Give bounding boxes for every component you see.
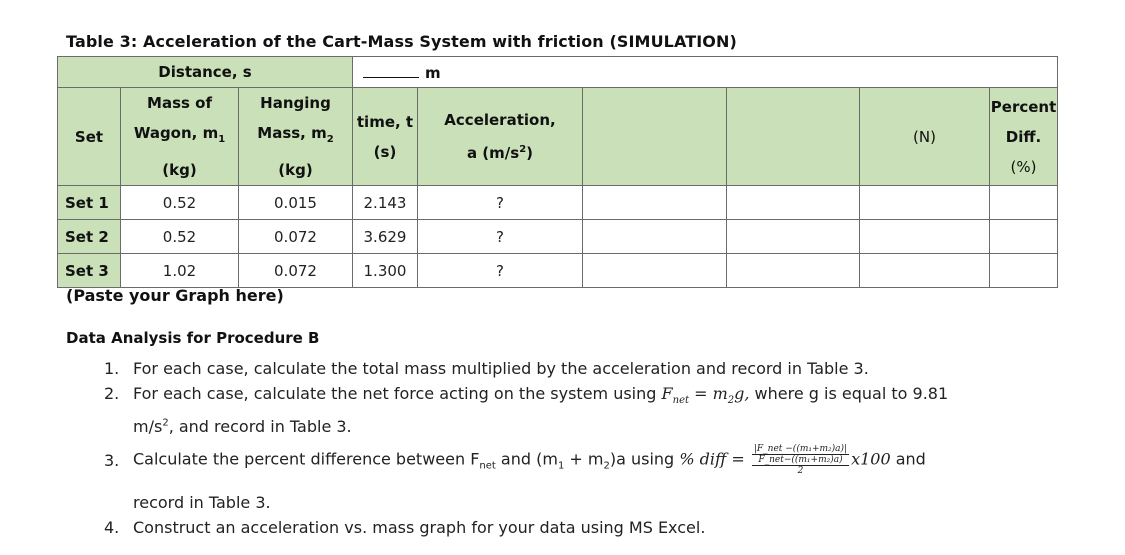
- cell-blank[interactable]: [859, 219, 990, 254]
- distance-unit: m: [425, 63, 441, 82]
- header-time: time, t (s): [352, 87, 418, 186]
- item-number: 1.: [104, 359, 120, 378]
- cell-time: 3.629: [352, 219, 418, 254]
- header-set: Set: [57, 87, 121, 186]
- percent-diff-formula: % diff =: [679, 449, 745, 469]
- header-row: Set Mass of Wagon, m1 (kg) Hanging Mass,…: [57, 87, 1059, 186]
- cell-blank[interactable]: [988, 185, 1059, 220]
- header-acceleration: Acceleration, a (m/s2): [417, 87, 583, 186]
- cell-m2: 0.072: [238, 253, 353, 288]
- header-blank-2: [726, 87, 860, 186]
- item-text: Calculate the percent difference between…: [133, 444, 926, 476]
- cell-m1: 0.52: [120, 219, 239, 254]
- distance-label: Distance, s: [57, 56, 353, 88]
- cell-blank[interactable]: [582, 219, 727, 254]
- cell-acceleration[interactable]: ?: [417, 253, 583, 288]
- header-wagon-mass: Mass of Wagon, m1 (kg): [120, 87, 239, 186]
- cell-blank[interactable]: [988, 253, 1059, 288]
- net-force-formula: Fnet = m2g,: [661, 384, 750, 407]
- cell-time: 1.300: [352, 253, 418, 288]
- paste-graph-note: (Paste your Graph here): [66, 286, 284, 305]
- table-row: Set 1 0.52 0.015 2.143 ?: [57, 185, 1059, 220]
- table-row: Set 3 1.02 0.072 1.300 ?: [57, 253, 1059, 288]
- cell-m2: 0.015: [238, 185, 353, 220]
- item-text: For each case, calculate the total mass …: [133, 359, 869, 378]
- row-set-label: Set 1: [57, 185, 121, 220]
- table-row: Set 2 0.52 0.072 3.629 ?: [57, 219, 1059, 254]
- cell-blank[interactable]: [726, 219, 860, 254]
- cell-m1: 0.52: [120, 185, 239, 220]
- cell-blank[interactable]: [726, 253, 860, 288]
- distance-row: Distance, s m: [57, 56, 1059, 88]
- row-set-label: Set 3: [57, 253, 121, 288]
- percent-diff-fraction: |F_net −((m₁+m₂)a)| F_net−((m₁+m₂)a) 2: [751, 444, 850, 476]
- cell-acceleration[interactable]: ?: [417, 219, 583, 254]
- item-text: Construct an acceleration vs. mass graph…: [133, 518, 706, 537]
- analysis-title: Data Analysis for Procedure B: [66, 329, 320, 347]
- item-number: 3.: [104, 451, 120, 470]
- header-percent-diff: Percent Diff. (%): [988, 87, 1059, 186]
- data-table: Distance, s m Set Mass of Wagon, m1 (kg)…: [57, 56, 1059, 288]
- row-set-label: Set 2: [57, 219, 121, 254]
- item-number: 2.: [104, 384, 120, 403]
- cell-blank[interactable]: [582, 185, 727, 220]
- item-number: 4.: [104, 518, 120, 537]
- cell-blank[interactable]: [859, 253, 990, 288]
- item-text: For each case, calculate the net force a…: [133, 384, 949, 407]
- cell-m1: 1.02: [120, 253, 239, 288]
- distance-blank[interactable]: [363, 63, 419, 78]
- item-text-continued: m/s2, and record in Table 3.: [133, 417, 352, 436]
- header-blank-1: [582, 87, 727, 186]
- item-text-continued: record in Table 3.: [133, 493, 271, 512]
- cell-time: 2.143: [352, 185, 418, 220]
- cell-blank[interactable]: [726, 185, 860, 220]
- cell-m2: 0.072: [238, 219, 353, 254]
- distance-value-cell[interactable]: m: [351, 56, 1059, 88]
- cell-blank[interactable]: [988, 219, 1059, 254]
- header-hanging-mass: Hanging Mass, m2 (kg): [238, 87, 353, 186]
- cell-acceleration[interactable]: ?: [417, 185, 583, 220]
- cell-blank[interactable]: [582, 253, 727, 288]
- table-caption: Table 3: Acceleration of the Cart-Mass S…: [66, 32, 737, 51]
- cell-blank[interactable]: [859, 185, 990, 220]
- header-force-unit: (N): [859, 87, 990, 186]
